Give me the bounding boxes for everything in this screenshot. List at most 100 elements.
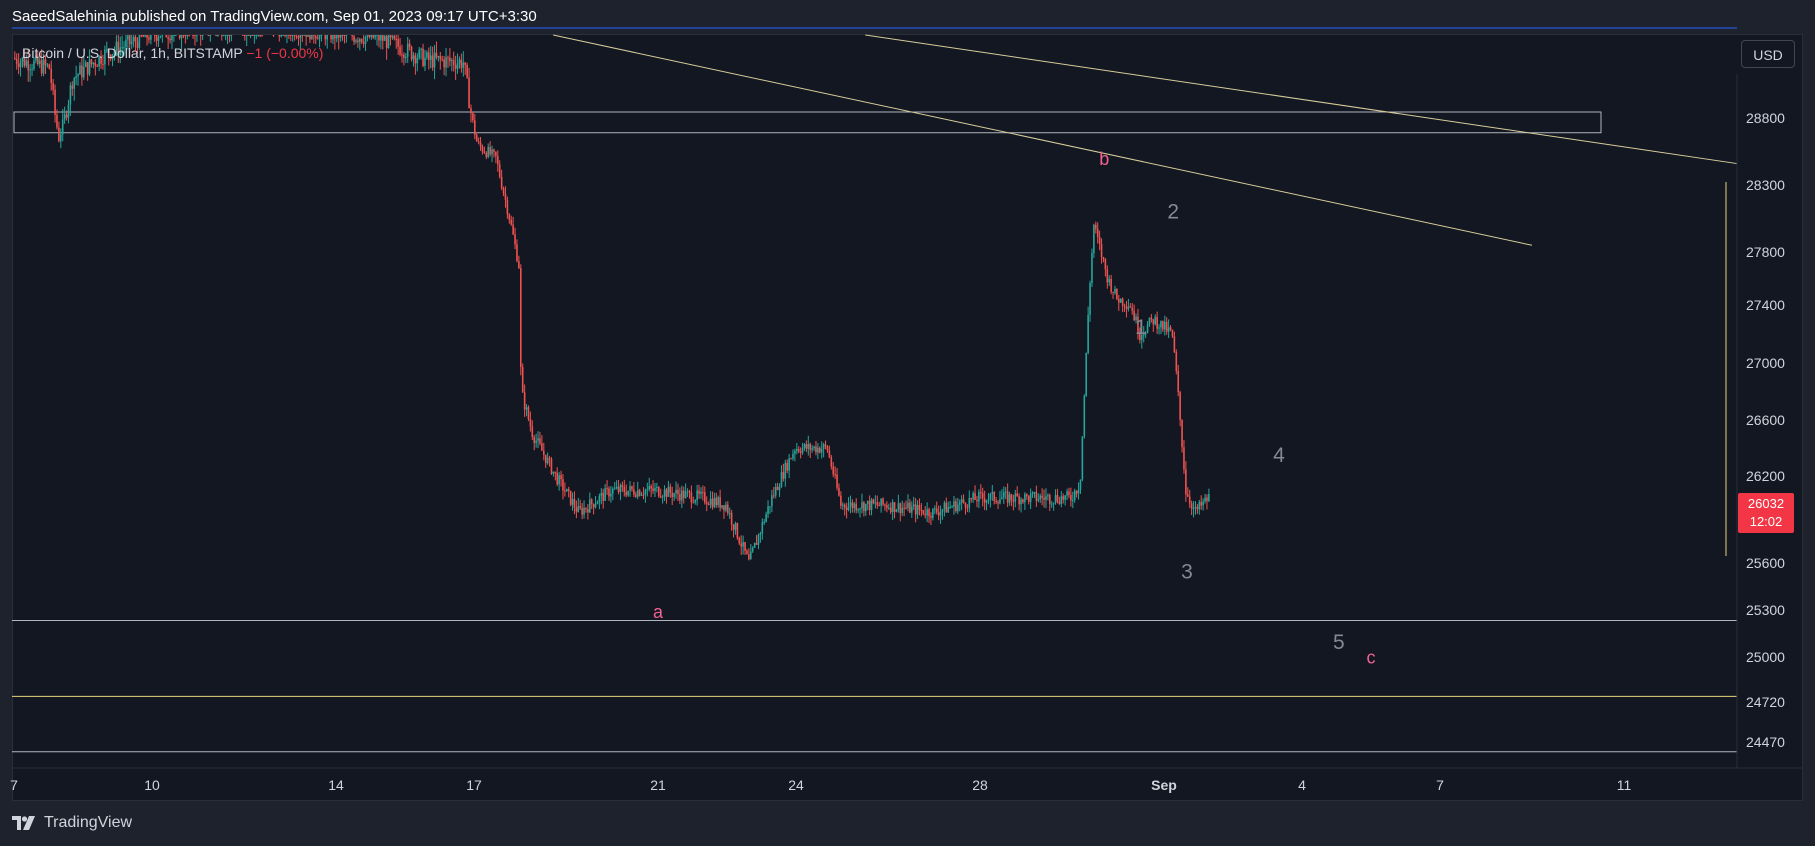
candle-body xyxy=(709,498,712,505)
candle-body xyxy=(527,407,530,420)
candle-body xyxy=(727,504,729,514)
candle-body xyxy=(249,35,252,36)
candle-body xyxy=(132,36,135,42)
candle-body xyxy=(123,47,125,49)
candle-body xyxy=(1196,506,1199,510)
candle-body xyxy=(550,458,553,474)
candle-body xyxy=(138,35,141,48)
candle-body xyxy=(930,516,932,518)
symbol-legend[interactable]: Bitcoin / U.S. Dollar, 1h, BITSTAMP −1 (… xyxy=(22,45,323,61)
candle-body xyxy=(1098,236,1101,244)
candle-body xyxy=(796,449,798,451)
wave-label-minor: 3 xyxy=(1181,561,1193,584)
tradingview-footer[interactable]: TradingView xyxy=(12,814,132,832)
candle-body xyxy=(414,55,417,64)
candle-body xyxy=(1119,298,1122,303)
candle-body xyxy=(393,35,396,40)
time-axis: 7 10 14 17 21 24 28 Sep 4 7 11 xyxy=(10,777,1631,793)
candle-body xyxy=(127,35,129,40)
candle-body xyxy=(63,114,66,120)
candle-body xyxy=(696,490,698,501)
candle-body xyxy=(786,463,789,471)
candle-body xyxy=(1171,329,1174,337)
candle-body xyxy=(410,47,413,60)
candle-body xyxy=(104,49,106,65)
candle-body xyxy=(224,35,227,36)
candle-body xyxy=(707,504,710,506)
candle-body xyxy=(876,502,879,506)
candle-body xyxy=(1073,490,1076,501)
candle-body xyxy=(391,35,394,38)
candle-body xyxy=(439,56,442,60)
candle-body xyxy=(895,509,898,512)
trendline xyxy=(865,34,1738,165)
price-tick-label: 24720 xyxy=(1746,694,1785,710)
candle-body xyxy=(535,440,537,443)
candle-body xyxy=(44,59,47,66)
candle-body xyxy=(451,60,453,62)
candle-body xyxy=(1041,495,1043,498)
candle-body xyxy=(1003,492,1005,498)
candle-body xyxy=(1169,327,1172,330)
candle-body xyxy=(851,502,854,508)
candle-body xyxy=(468,77,470,109)
candle-body xyxy=(445,57,447,68)
candle-body xyxy=(1181,419,1183,448)
candle-body xyxy=(431,55,434,68)
candle-body xyxy=(571,499,574,505)
candle-body xyxy=(916,505,919,515)
candle-body xyxy=(178,35,181,39)
candle-body xyxy=(1058,501,1061,504)
candle-body xyxy=(1031,492,1034,494)
date-tick-label: 28 xyxy=(972,777,988,793)
candle-body xyxy=(558,475,560,485)
candle-body xyxy=(1056,495,1059,502)
candle-body xyxy=(1035,492,1038,501)
candle-body xyxy=(870,499,873,510)
chart-area[interactable] xyxy=(12,34,1803,801)
candle-body xyxy=(504,193,507,200)
publisher-line: SaeedSalehinia published on TradingView.… xyxy=(12,8,537,25)
candle-body xyxy=(500,176,503,189)
candle-body xyxy=(207,35,210,36)
candle-body xyxy=(153,35,156,36)
candle-body xyxy=(309,35,311,40)
candle-body xyxy=(1081,436,1084,480)
price-axis: 28800 28300 27800 27400 27000 26600 26200 25600… xyxy=(1746,110,1785,750)
candle-body xyxy=(1006,491,1009,503)
candle-body xyxy=(688,491,691,493)
candle-body xyxy=(738,538,741,544)
candle-body xyxy=(1187,494,1189,497)
candle-body xyxy=(822,444,825,449)
candle-body xyxy=(408,43,411,48)
candle-body xyxy=(753,543,756,548)
candle-body xyxy=(635,494,637,497)
candle-body xyxy=(681,490,683,501)
candle-body xyxy=(692,502,695,504)
candle-body xyxy=(604,488,606,501)
candle-body xyxy=(1112,291,1114,293)
candle-body xyxy=(587,509,589,513)
candle-body xyxy=(313,35,315,37)
candle-body xyxy=(901,507,904,514)
candle-body xyxy=(717,497,720,506)
candle-body xyxy=(182,35,185,36)
candle-body xyxy=(955,501,957,512)
candle-body xyxy=(677,489,679,495)
candle-body xyxy=(1141,335,1143,341)
date-tick-label: 7 xyxy=(10,777,18,793)
candle-body xyxy=(54,89,56,115)
candle-body xyxy=(497,156,499,165)
currency-button[interactable]: USD xyxy=(1741,40,1795,68)
candle-body xyxy=(1160,320,1162,328)
candle-body xyxy=(199,35,202,36)
candle-body xyxy=(247,35,250,36)
candle-body xyxy=(73,77,76,89)
candle-body xyxy=(1070,494,1072,501)
candle-body xyxy=(732,524,735,530)
candle-body xyxy=(642,494,645,496)
candle-body xyxy=(962,499,965,503)
candle-body xyxy=(443,59,445,68)
price-zone xyxy=(13,111,1602,134)
horizontal-levels xyxy=(12,27,1737,753)
